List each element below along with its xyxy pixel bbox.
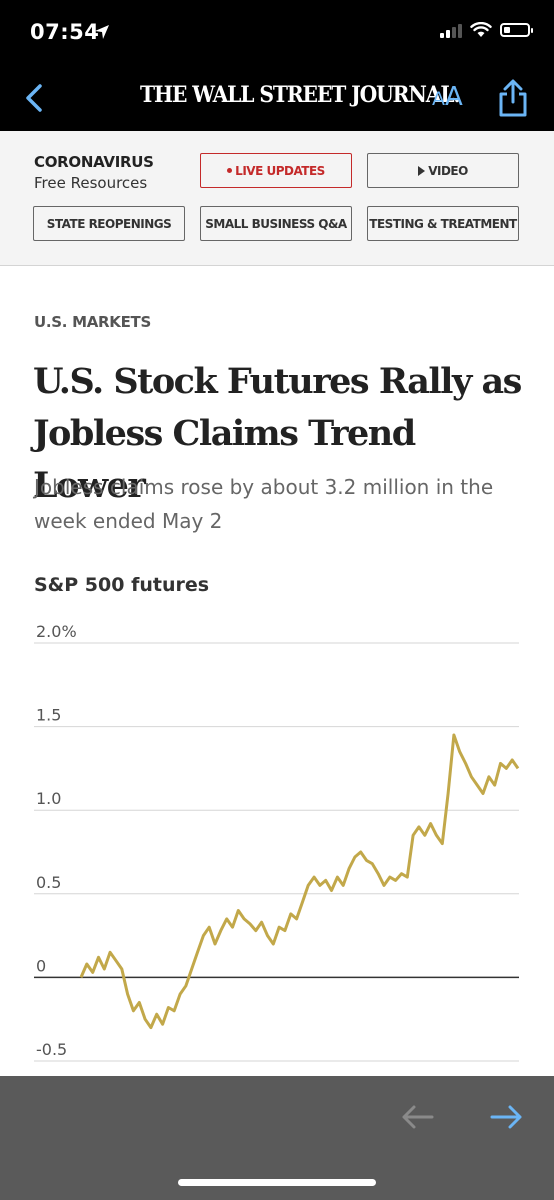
live-updates-label: LIVE UPDATES — [235, 163, 325, 178]
coronavirus-title: CORONAVIRUS — [34, 153, 154, 171]
small-business-qa-label: SMALL BUSINESS Q&A — [205, 216, 347, 231]
y-tick-label: -0.5 — [36, 1040, 67, 1059]
font-size-small-label: A — [432, 88, 445, 110]
live-updates-button[interactable]: LIVE UPDATES — [200, 153, 352, 188]
coronavirus-resources-strip: CORONAVIRUS Free Resources LIVE UPDATES … — [0, 131, 554, 266]
play-icon — [418, 165, 426, 176]
state-reopenings-button[interactable]: STATE REOPENINGS — [33, 206, 185, 241]
state-reopenings-label: STATE REOPENINGS — [46, 216, 172, 231]
video-label: VIDEO — [428, 163, 468, 178]
y-tick-label: 1.0 — [36, 789, 61, 808]
section-label[interactable]: U.S. MARKETS — [34, 313, 151, 331]
y-tick-label: 0.5 — [36, 873, 61, 892]
y-tick-label: 1.5 — [36, 706, 61, 725]
masthead: THE WALL STREET JOURNAL. — [140, 82, 461, 108]
coronavirus-subtitle: Free Resources — [34, 174, 148, 192]
previous-arrow-icon[interactable] — [400, 1102, 436, 1132]
testing-treatment-button[interactable]: TESTING & TREATMENT — [367, 206, 519, 241]
live-dot-icon — [227, 168, 233, 173]
chart-title: S&P 500 futures — [34, 574, 210, 596]
article-dek: Jobless claims rose by about 3.2 million… — [34, 475, 494, 533]
y-tick-label: 0 — [36, 956, 46, 975]
signal-icon — [440, 22, 462, 38]
home-indicator[interactable] — [178, 1179, 376, 1186]
y-tick-label: 2.0% — [36, 622, 77, 641]
series-line — [79, 733, 520, 1030]
video-button[interactable]: VIDEO — [367, 153, 519, 188]
back-icon[interactable] — [18, 78, 54, 118]
nav-bar: THE WALL STREET JOURNAL. AA — [0, 64, 554, 131]
testing-treatment-label: TESTING & TREATMENT — [369, 216, 517, 231]
share-icon[interactable] — [496, 78, 530, 118]
font-size-button[interactable]: AA — [432, 82, 463, 112]
next-arrow-icon[interactable] — [488, 1102, 524, 1132]
status-bar: 07:54 — [0, 0, 554, 64]
status-time: 07:54 — [30, 20, 100, 44]
headline: U.S. Stock Futures Rally as Jobless Clai… — [33, 361, 522, 506]
location-arrow-icon — [95, 25, 109, 39]
font-size-large-label: A — [445, 82, 463, 112]
wifi-icon — [470, 22, 492, 37]
small-business-qa-button[interactable]: SMALL BUSINESS Q&A — [200, 206, 352, 241]
sp500-futures-chart: 2.0% 1.5 1.0 0.5 0 -0.5 — [34, 622, 520, 1062]
status-icons — [440, 22, 533, 38]
battery-icon — [500, 23, 533, 37]
